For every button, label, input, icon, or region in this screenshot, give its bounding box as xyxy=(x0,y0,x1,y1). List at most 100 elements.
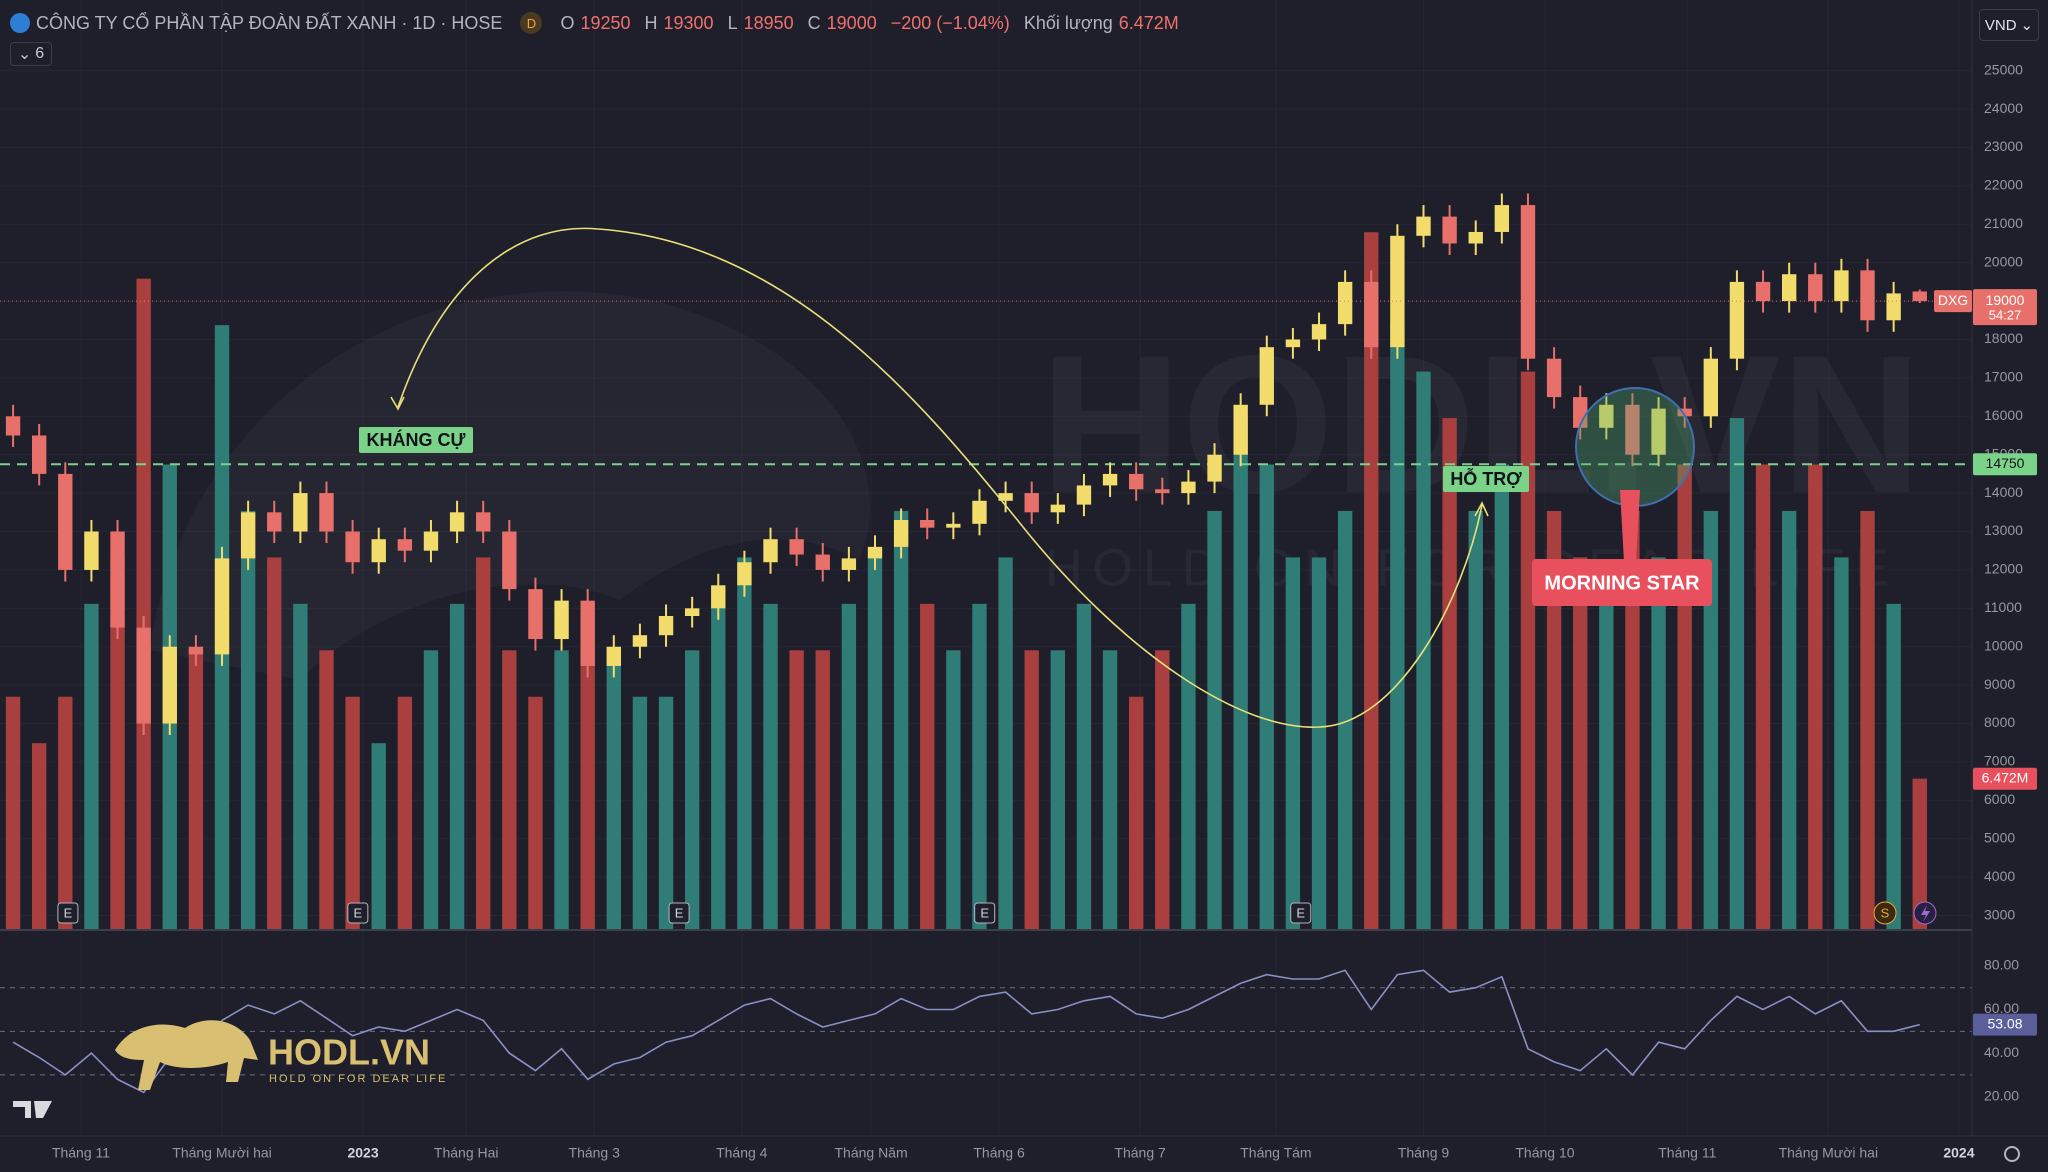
support-tag-box xyxy=(1973,453,2037,476)
candle-body xyxy=(658,616,674,636)
volume-bar xyxy=(1546,510,1562,929)
support-box xyxy=(1443,466,1529,492)
earnings-marker[interactable]: E xyxy=(347,902,369,924)
volume-bar xyxy=(867,557,883,929)
rsi-line xyxy=(12,969,1920,1094)
earnings-box xyxy=(668,902,690,924)
y-tick-label: 23000 xyxy=(1984,138,2023,154)
earnings-marker[interactable]: E xyxy=(57,902,79,924)
candle-body xyxy=(763,539,778,563)
candle-body xyxy=(711,585,726,609)
volume-bar xyxy=(476,557,491,929)
x-tick-label: Tháng Mười hai xyxy=(172,1145,271,1161)
logo-bull xyxy=(115,1020,258,1090)
candle-body xyxy=(188,646,204,655)
x-tick-label: Tháng 11 xyxy=(1658,1145,1716,1161)
volume-bar xyxy=(1703,510,1718,929)
volume-bar xyxy=(632,696,648,929)
volume-bar xyxy=(841,603,857,929)
candle-body xyxy=(84,531,99,570)
volume-bar xyxy=(1076,603,1092,929)
rsi-tag: 53.08 xyxy=(1987,1015,2022,1031)
y-tick-label: 12000 xyxy=(1984,561,2023,577)
y-tick-label: 10000 xyxy=(1984,637,2023,653)
volume-bar xyxy=(188,650,204,929)
ohlc-value: 19250 xyxy=(580,12,631,33)
volume-bar xyxy=(371,743,386,929)
earnings-label: E xyxy=(1296,905,1305,920)
candle-body xyxy=(1468,231,1483,244)
volume-bar xyxy=(1024,650,1039,929)
volume-bar xyxy=(580,603,595,929)
candle-body xyxy=(1181,481,1196,494)
symbol[interactable]: CÔNG TY CỔ PHẦN TẬP ĐOÀN ĐẤT XANH · 1D ·… xyxy=(36,12,503,33)
volume-bar xyxy=(423,650,439,929)
earnings-marker[interactable]: E xyxy=(1290,902,1312,924)
volume-bar xyxy=(1311,557,1327,929)
y-tick-label: 8000 xyxy=(1984,714,2015,730)
candle-body xyxy=(1729,281,1745,359)
candle-body xyxy=(371,539,386,563)
volume-bar xyxy=(267,557,282,929)
candle-body xyxy=(1390,235,1405,348)
rsi-tag-box xyxy=(1973,1013,2037,1036)
candle-body xyxy=(1233,404,1248,455)
volume-bar xyxy=(1233,418,1248,929)
volume-bar xyxy=(1729,418,1745,929)
volume-bar xyxy=(31,743,47,929)
countdown: 54:27 xyxy=(1989,308,2022,323)
logo: HODL.VN HOLD ON FOR DEAR LIFE xyxy=(13,1020,445,1118)
y-tick-label: 5000 xyxy=(1984,829,2015,845)
indicator-toggle[interactable]: ⌄ 6 xyxy=(10,42,52,66)
watermark-brand: HODL.VN xyxy=(1040,315,1922,534)
settings-gear[interactable] xyxy=(2004,1146,2020,1162)
volume-bar xyxy=(1860,510,1875,929)
y-tick-label: 25000 xyxy=(1984,61,2023,77)
x-tick-label: 2024 xyxy=(1943,1145,1974,1161)
candle-body xyxy=(1573,397,1588,428)
candle-body xyxy=(1625,404,1640,455)
candle-body xyxy=(1207,454,1222,482)
volume-bar xyxy=(84,603,99,929)
currency-select[interactable]: VND ⌄ xyxy=(1979,9,2039,41)
earnings-label: E xyxy=(980,905,989,920)
volume-bar xyxy=(449,603,465,929)
volume-bar xyxy=(136,278,151,929)
volume-bar xyxy=(502,650,517,929)
y-tick-label: 24000 xyxy=(1984,100,2023,116)
volume-bar xyxy=(684,650,700,929)
y-tick-label: 16000 xyxy=(1984,407,2023,423)
candle-body xyxy=(1442,216,1457,244)
volume-bar xyxy=(1285,557,1301,929)
candle-body xyxy=(293,493,308,532)
candle-body xyxy=(841,558,857,570)
alert-icon xyxy=(1921,905,1930,922)
volume-bar xyxy=(1834,557,1849,929)
candle-body xyxy=(1337,281,1353,325)
candle-body xyxy=(1024,493,1039,513)
y-tick-label: 22000 xyxy=(1984,177,2023,193)
logo-brand: HODL.VN xyxy=(268,1032,430,1073)
candle-body xyxy=(867,546,883,559)
y-tick-label: 18000 xyxy=(1984,330,2023,346)
candle-body xyxy=(1834,270,1849,302)
volume-bar xyxy=(1050,650,1066,929)
ohlc-label: H xyxy=(644,12,658,33)
candle-body xyxy=(162,646,177,724)
volume-bar xyxy=(58,696,73,929)
volume-bar xyxy=(5,696,21,929)
earnings-marker[interactable]: E xyxy=(974,902,996,924)
arrow-head xyxy=(390,396,405,411)
y-tick-label: 13000 xyxy=(1984,522,2023,538)
settings-icon[interactable] xyxy=(2004,1146,2020,1162)
volume-bar xyxy=(1181,603,1196,929)
x-tick-label: Tháng 3 xyxy=(569,1145,621,1161)
volume-bar xyxy=(1468,510,1483,929)
split-marker xyxy=(1873,901,1897,925)
earnings-marker[interactable]: E xyxy=(668,902,690,924)
candle-body xyxy=(449,512,465,532)
ohlc-label: C xyxy=(807,12,821,33)
